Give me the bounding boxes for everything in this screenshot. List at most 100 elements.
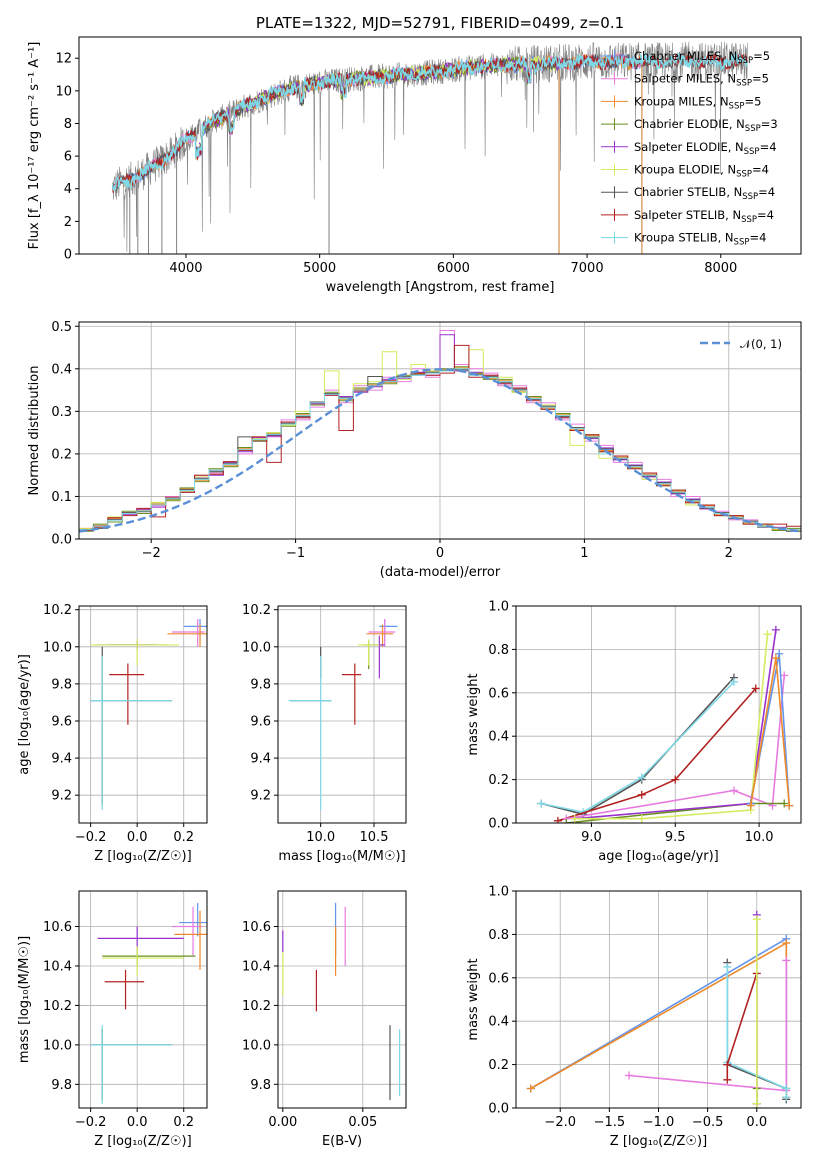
plot-area bbox=[526, 910, 791, 1108]
mass-weight-line-krou_stelib bbox=[540, 681, 735, 813]
axes-frame bbox=[78, 890, 208, 1109]
mass-vs-metallicity-panel: −0.2 0.0 0.2 9.8 10.0 10.2 10.4 10.6 Z [log₁₀(Z/… bbox=[17, 890, 208, 1149]
y-tick-label: 10.0 bbox=[43, 1038, 72, 1053]
x-tick-label: 10.0 bbox=[745, 830, 774, 845]
y-tick-label: 0.4 bbox=[488, 1015, 509, 1030]
plus-marker bbox=[780, 671, 789, 680]
y-tick-label: 9.2 bbox=[51, 789, 72, 804]
x-axis-label: Z [log₁₀(Z/Z☉)] bbox=[94, 849, 191, 864]
plus-marker bbox=[751, 684, 760, 693]
x-tick-label: 0.0 bbox=[127, 1115, 148, 1130]
x-tick-label: 10.0 bbox=[306, 830, 335, 845]
x-axis-label: age [log₁₀(age/yr)] bbox=[598, 849, 719, 864]
y-tick-label: 9.8 bbox=[250, 1078, 271, 1093]
plus-marker bbox=[562, 819, 571, 823]
x-tick-label: −1.0 bbox=[643, 1115, 675, 1130]
x-tick-label: 6000 bbox=[437, 261, 470, 276]
x-axis-label: wavelength [Angstrom, rest frame] bbox=[326, 280, 555, 295]
mass-weight-line-krou_elodie bbox=[574, 634, 769, 820]
mass-weight-line-salp_stelib bbox=[557, 687, 757, 822]
y-tick-label: 10.6 bbox=[43, 920, 72, 935]
x-axis-label: (data-model)/error bbox=[380, 565, 501, 580]
x-tick-label: −2 bbox=[142, 546, 161, 561]
y-tick-label: 0.2 bbox=[488, 1058, 509, 1073]
plot-area bbox=[282, 902, 401, 1101]
y-axis-label: mass [log₁₀(M/M☉)] bbox=[17, 936, 32, 1063]
y-tick-label: 0.3 bbox=[51, 405, 72, 420]
massweight-vs-age-panel: 9.0 9.5 10.0 0.0 0.2 0.4 0.6 0.8 1.0 age [log₁₀(a… bbox=[466, 600, 802, 864]
plus-marker bbox=[729, 677, 738, 686]
plus-marker bbox=[537, 799, 546, 808]
legend-label: Kroupa MILES, NSSP=5 bbox=[634, 94, 761, 111]
y-axis-label: mass weight bbox=[466, 958, 481, 1040]
age-vs-mass-panel: 10.0 10.5 9.2 9.4 9.6 9.8 10.0 10.2 mass [log₁₀(… bbox=[242, 603, 407, 864]
x-tick-label: −2.0 bbox=[544, 1115, 576, 1130]
legend-label: Kroupa ELODIE, NSSP=4 bbox=[634, 163, 769, 180]
y-tick-label: 10.0 bbox=[242, 640, 271, 655]
y-tick-label: 0.1 bbox=[51, 490, 72, 505]
plus-marker bbox=[723, 962, 732, 971]
x-tick-label: 8000 bbox=[704, 261, 737, 276]
plot-area bbox=[537, 625, 794, 823]
y-axis-label: age [log₁₀(age/yr)] bbox=[17, 654, 32, 775]
legend-label: Salpeter MILES, NSSP=5 bbox=[634, 72, 769, 89]
y-tick-label: 10.2 bbox=[43, 999, 72, 1014]
x-tick-label: −1 bbox=[286, 546, 305, 561]
y-tick-label: 0.2 bbox=[51, 447, 72, 462]
plus-marker bbox=[723, 1075, 732, 1084]
plus-marker bbox=[637, 773, 646, 782]
axes-frame bbox=[277, 890, 407, 1109]
x-tick-label: 2 bbox=[725, 546, 733, 561]
x-tick-label: 1 bbox=[580, 546, 588, 561]
plot-area bbox=[111, 41, 748, 254]
x-axis-label: Z [log₁₀(Z/Z☉)] bbox=[610, 1134, 707, 1149]
histogram-krou_stelib bbox=[79, 368, 801, 531]
y-axis-label: mass weight bbox=[466, 673, 481, 755]
model-spectrum-krou_stelib bbox=[111, 51, 748, 193]
y-tick-label: 9.6 bbox=[250, 714, 271, 729]
y-tick-label: 10.4 bbox=[43, 959, 72, 974]
x-tick-label: 9.5 bbox=[665, 830, 686, 845]
axes-frame bbox=[78, 36, 802, 255]
plus-marker bbox=[752, 915, 761, 924]
plot-area bbox=[90, 902, 207, 1105]
mass-weight-line-salp_miles bbox=[566, 675, 785, 820]
plus-marker bbox=[771, 654, 780, 663]
age-vs-metallicity-panel: −0.2 0.0 0.2 9.2 9.4 9.6 9.8 10.0 10.2 Z [log₁₀(Z… bbox=[17, 603, 208, 864]
y-tick-label: 0.6 bbox=[488, 686, 509, 701]
y-tick-label: 12 bbox=[55, 52, 72, 67]
y-tick-label: 0.0 bbox=[488, 1102, 509, 1117]
plus-marker bbox=[625, 1071, 634, 1080]
x-tick-label: 5000 bbox=[303, 261, 336, 276]
y-tick-label: 0.4 bbox=[488, 730, 509, 745]
y-tick-label: 10.2 bbox=[242, 999, 271, 1014]
y-tick-label: 0 bbox=[64, 248, 72, 263]
y-tick-label: 2 bbox=[64, 215, 72, 230]
legend-label: Chabrier MILES, NSSP=5 bbox=[634, 49, 770, 66]
x-tick-label: −0.5 bbox=[692, 1115, 724, 1130]
y-tick-label: 0.0 bbox=[488, 817, 509, 832]
x-tick-label: 0.2 bbox=[173, 830, 194, 845]
x-tick-label: 0.2 bbox=[173, 1115, 194, 1130]
axes-frame bbox=[515, 605, 802, 824]
y-tick-label: 0.6 bbox=[488, 971, 509, 986]
massweight-vs-metallicity-panel: −2.0 −1.5 −1.0 −0.5 0.0 0.0 0.2 0.4 0.6 0.8 1.0 Z [… bbox=[466, 885, 802, 1149]
y-tick-label: 9.4 bbox=[250, 752, 271, 767]
plus-marker bbox=[723, 1060, 732, 1069]
plot-area bbox=[288, 618, 398, 811]
plus-marker bbox=[526, 1084, 535, 1093]
plus-marker bbox=[782, 939, 791, 948]
y-tick-label: 9.4 bbox=[51, 752, 72, 767]
y-axis-label: Normed distribution bbox=[27, 366, 42, 496]
y-tick-label: 6 bbox=[64, 150, 72, 165]
x-tick-label: 0 bbox=[436, 546, 444, 561]
chart-title: PLATE=1322, MJD=52791, FIBERID=0499, z=0… bbox=[256, 14, 624, 32]
plus-marker bbox=[553, 816, 562, 823]
legend-label: Chabrier STELIB, NSSP=4 bbox=[634, 185, 775, 202]
plus-marker bbox=[782, 1093, 791, 1102]
plus-marker bbox=[782, 956, 791, 965]
plus-marker bbox=[752, 1099, 761, 1108]
legend-label: Chabrier ELODIE, NSSP=3 bbox=[634, 117, 778, 134]
y-tick-label: 10 bbox=[55, 84, 72, 99]
